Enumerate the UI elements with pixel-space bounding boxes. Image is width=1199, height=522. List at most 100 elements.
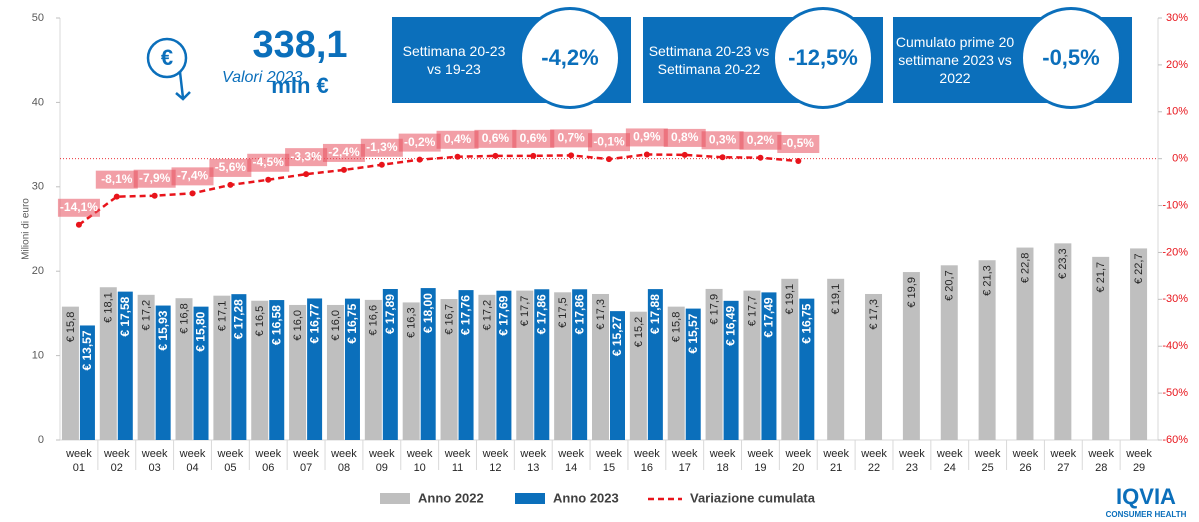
y-tick-label: 50 bbox=[32, 12, 44, 24]
bar-2022-label: € 17,7 bbox=[746, 296, 758, 327]
bar-2022 bbox=[478, 294, 496, 440]
bar-2023 bbox=[761, 292, 777, 440]
bar-2022 bbox=[99, 287, 117, 440]
bar-2022-label: € 16,3 bbox=[406, 307, 418, 338]
bar-2023-label: € 16,58 bbox=[269, 305, 283, 345]
cumulative-label-box bbox=[360, 138, 403, 157]
y2-tick-label: -40% bbox=[1162, 340, 1188, 352]
x-tick-label: week 07 bbox=[292, 448, 319, 474]
cumulative-label-box bbox=[550, 129, 593, 148]
kpi-value: 338,1 bbox=[252, 24, 347, 66]
bar-2023 bbox=[269, 300, 285, 440]
cumulative-label: 0,6% bbox=[520, 131, 548, 145]
bar-2023-label: € 17,86 bbox=[534, 294, 548, 334]
x-tick-label: week 14 bbox=[557, 448, 584, 474]
cumulative-point bbox=[568, 152, 575, 159]
bar-2022-label: € 21,3 bbox=[982, 265, 994, 296]
cumulative-label-box bbox=[285, 148, 328, 167]
bar-2023-label: € 15,57 bbox=[686, 313, 700, 353]
cumulative-label-box bbox=[739, 131, 782, 150]
bar-2023 bbox=[647, 289, 663, 440]
y2-tick-label: 0% bbox=[1172, 153, 1188, 165]
bar-2022 bbox=[827, 278, 845, 440]
brand-sub: CONSUMER HEALTH bbox=[1106, 510, 1187, 519]
legend-label: Anno 2022 bbox=[418, 490, 484, 505]
bar-2022 bbox=[516, 290, 534, 440]
cumulative-label-box bbox=[701, 131, 744, 150]
bar-2022-label: € 15,8 bbox=[65, 312, 77, 343]
bar-2023-label: € 17,58 bbox=[118, 296, 132, 336]
bar-2022 bbox=[175, 298, 193, 440]
bar-2022-label: € 15,8 bbox=[671, 312, 683, 343]
y2-tick-label: -20% bbox=[1162, 246, 1188, 258]
cumulative-point bbox=[454, 153, 461, 160]
brand-name: IQVIA bbox=[1116, 484, 1176, 509]
y2-tick-label: 20% bbox=[1166, 59, 1188, 71]
x-tick-label: week 27 bbox=[1050, 448, 1077, 474]
bar-2023-label: € 17,69 bbox=[497, 295, 511, 335]
cumulative-label-box bbox=[398, 133, 441, 152]
bar-2023 bbox=[799, 298, 815, 440]
bar-2023-label: € 16,75 bbox=[799, 303, 813, 343]
bar-2022-label: € 18,1 bbox=[103, 292, 115, 323]
cumulative-point bbox=[757, 154, 764, 161]
bar-2023-label: € 17,86 bbox=[572, 294, 586, 334]
bar-2022 bbox=[865, 293, 883, 440]
bar-2022-label: € 17,1 bbox=[216, 301, 228, 332]
cumulative-label: 0,2% bbox=[747, 133, 775, 147]
bar-2023 bbox=[458, 290, 474, 440]
cumulative-label: -3,3% bbox=[290, 149, 322, 163]
bar-2022 bbox=[705, 288, 723, 440]
bar-2023 bbox=[496, 290, 512, 440]
cumulative-point bbox=[719, 154, 726, 161]
cumulative-label-box bbox=[436, 130, 479, 149]
bar-2023 bbox=[572, 289, 588, 440]
cumulative-label-box bbox=[663, 128, 706, 147]
cumulative-point bbox=[681, 151, 688, 158]
x-tick-label: week 26 bbox=[1012, 448, 1039, 474]
x-tick-label: week 22 bbox=[860, 448, 887, 474]
x-tick-label: week 13 bbox=[519, 448, 546, 474]
bar-2022-label: € 16,6 bbox=[368, 305, 380, 336]
kpi-circle: -0,5% bbox=[1020, 7, 1122, 109]
x-tick-label: week 21 bbox=[822, 448, 849, 474]
cumulative-point bbox=[227, 181, 234, 188]
cumulative-label: 0,9% bbox=[633, 130, 661, 144]
cumulative-point bbox=[340, 166, 347, 173]
bar-2022-label: € 17,3 bbox=[595, 299, 607, 330]
y-tick-label: 10 bbox=[32, 350, 44, 362]
x-tick-label: week 05 bbox=[217, 448, 244, 474]
bar-2022-label: € 19,1 bbox=[784, 284, 796, 315]
y2-tick-label: -60% bbox=[1162, 434, 1188, 446]
bar-2023 bbox=[610, 311, 625, 440]
bar-2022 bbox=[1054, 243, 1072, 440]
y2-tick-label: -30% bbox=[1162, 293, 1188, 305]
bar-2023-label: € 13,57 bbox=[80, 330, 94, 370]
cumulative-point bbox=[643, 151, 650, 158]
bar-2022-label: € 16,8 bbox=[178, 303, 190, 334]
cumulative-label: -4,5% bbox=[253, 155, 285, 169]
bar-2023 bbox=[231, 294, 247, 440]
bar-2022 bbox=[1016, 247, 1034, 440]
bar-2023 bbox=[193, 306, 209, 440]
x-tick-label: week 23 bbox=[898, 448, 925, 474]
bar-2022-label: € 22,7 bbox=[1133, 253, 1145, 284]
kpi-circle: -4,2% bbox=[519, 7, 621, 109]
x-tick-label: week 29 bbox=[1125, 448, 1152, 474]
bar-2023-label: € 17,49 bbox=[762, 297, 776, 337]
x-tick-label: week 03 bbox=[141, 448, 168, 474]
y-axis-label: Milioni di euro bbox=[21, 198, 32, 260]
bar-2023-label: € 15,27 bbox=[610, 316, 624, 356]
bar-2022-label: € 17,2 bbox=[481, 300, 493, 331]
x-tick-label: week 04 bbox=[179, 448, 206, 474]
bar-2023-label: € 16,77 bbox=[307, 303, 321, 343]
bar-2022-label: € 17,7 bbox=[519, 296, 531, 327]
bar-2022-label: € 16,5 bbox=[254, 306, 266, 337]
cumulative-point bbox=[416, 156, 423, 163]
bar-2022-label: € 22,8 bbox=[1019, 253, 1031, 284]
x-tick-label: week 19 bbox=[747, 448, 774, 474]
bar-2022-label: € 16,0 bbox=[330, 310, 342, 341]
cumulative-point bbox=[303, 171, 310, 178]
